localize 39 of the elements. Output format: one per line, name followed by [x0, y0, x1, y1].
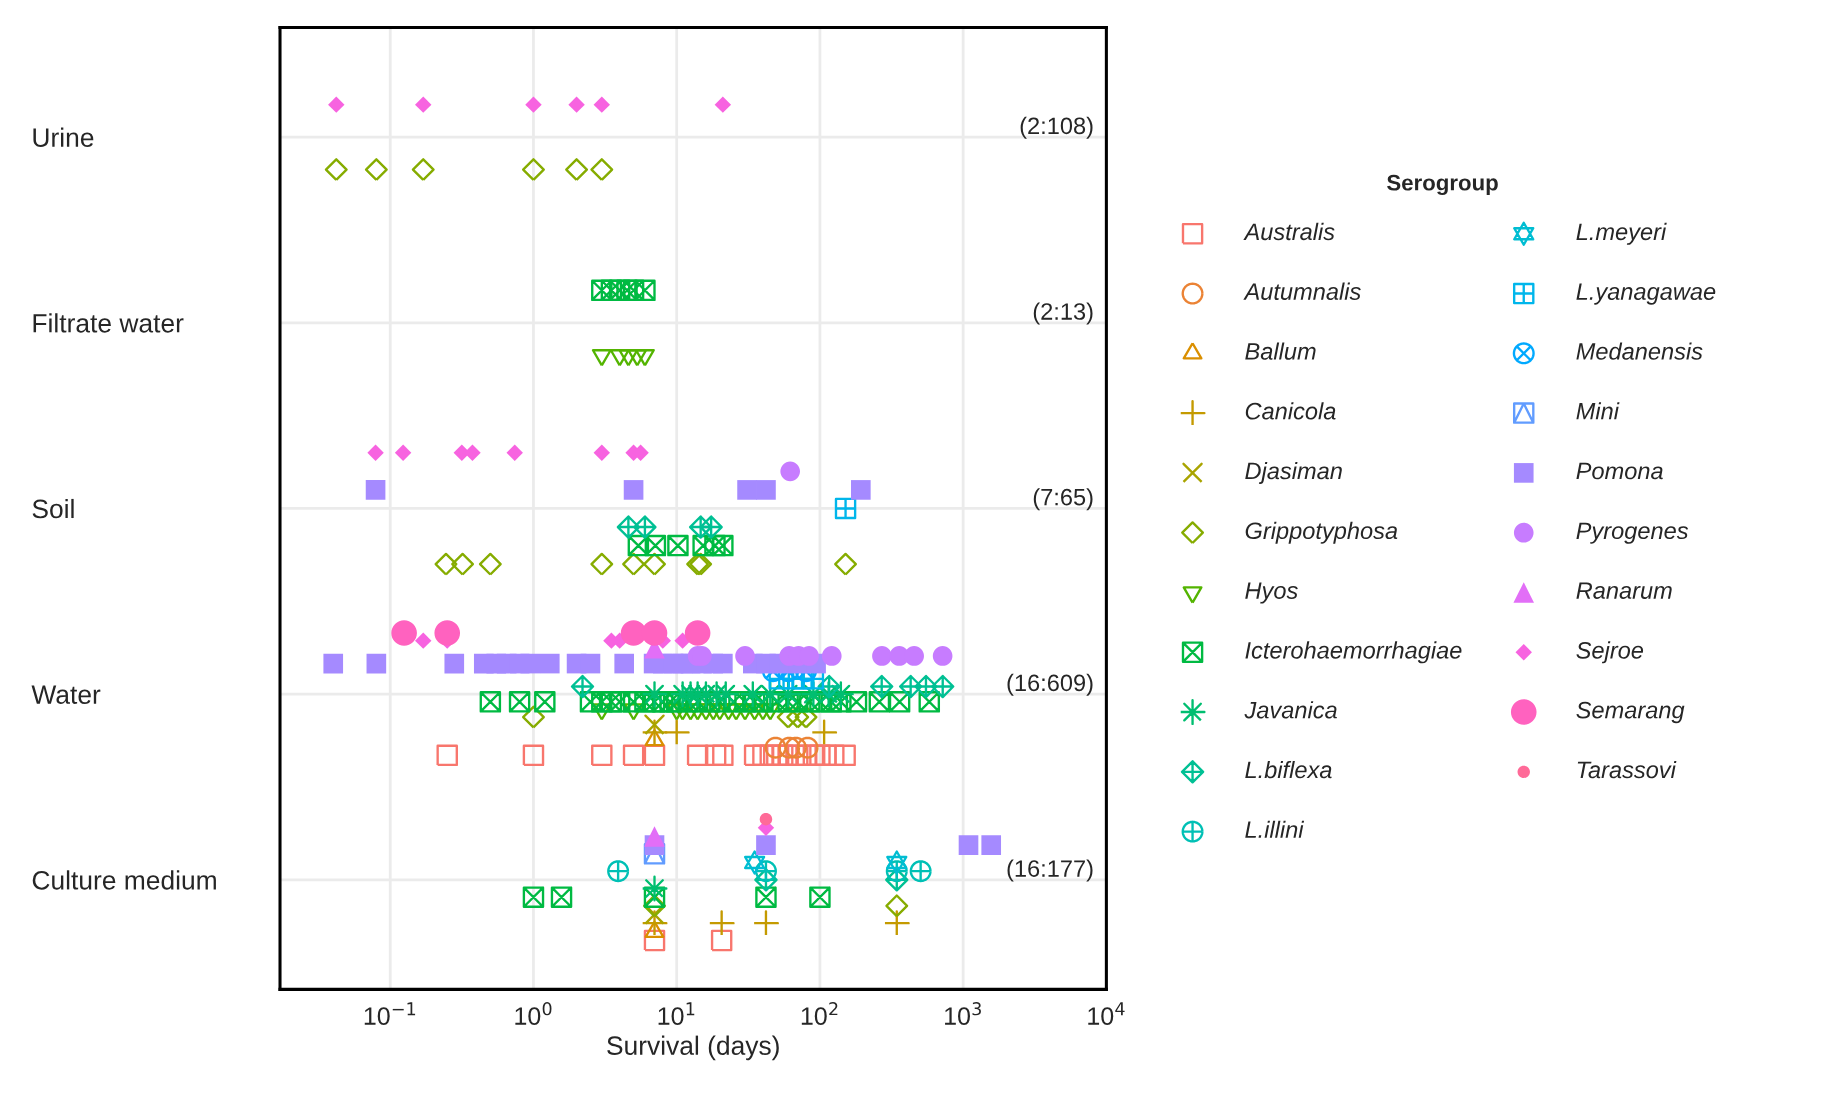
legend-label: Australis [1243, 222, 1335, 241]
annotation: (7:65) [1033, 488, 1093, 511]
annotation: (2:108) [1020, 116, 1093, 139]
legend-label: Djasiman [1245, 461, 1342, 484]
legend-label: Canicola [1245, 402, 1336, 420]
x-tick-label: 10$^{3}$ [945, 1002, 981, 1025]
x-tick-label: 10$^{2}$ [801, 1002, 838, 1025]
y-tick-label: Soil [32, 498, 74, 519]
x-tick-label: 10$^{0}$ [515, 1002, 552, 1025]
legend-label: Semarang [1576, 701, 1685, 724]
y-tick-label: Filtrate water [33, 313, 184, 333]
legend-label: Pyrogenes [1576, 522, 1689, 544]
legend-label: L.biflexa [1245, 760, 1332, 779]
legend-label: L.yanagawae [1576, 283, 1716, 305]
x-axis-title: Survival (days) [607, 1035, 779, 1061]
legend-title: Serogroup [1387, 174, 1498, 196]
legend-label: Ballum [1245, 342, 1316, 360]
legend-label: Tarassovi [1577, 760, 1677, 779]
annotation: (16:177) [1007, 859, 1093, 882]
y-tick-label: Water [31, 685, 101, 704]
legend-label: Medanensis [1576, 342, 1703, 360]
legend-label: Javanica [1244, 701, 1337, 719]
annotation: (16:609) [1007, 673, 1093, 696]
legend-label: Mini [1576, 402, 1620, 420]
y-tick-label: Urine [33, 127, 94, 147]
x-tick-label: 10$^{1}$ [658, 1002, 695, 1025]
x-tick-label: 10$^{−1}$ [364, 1002, 416, 1025]
legend-label: Ranarum [1576, 582, 1672, 599]
legend-label: L.meyeri [1576, 222, 1667, 245]
annotation: (2:13) [1033, 302, 1093, 325]
legend-label: Sejroe [1576, 641, 1644, 664]
legend-label: Pomona [1576, 462, 1663, 480]
legend-label: Icterohaemorrhagiae [1245, 641, 1462, 664]
legend-label: Hyos [1245, 582, 1298, 604]
legend-label: Autumnalis [1243, 282, 1361, 300]
legend-label: Grippotyphosa [1245, 521, 1398, 544]
legend-label: L.illini [1245, 820, 1305, 838]
x-tick-label: 10$^{4}$ [1088, 1002, 1125, 1025]
y-tick-label: Culture medium [32, 870, 216, 890]
